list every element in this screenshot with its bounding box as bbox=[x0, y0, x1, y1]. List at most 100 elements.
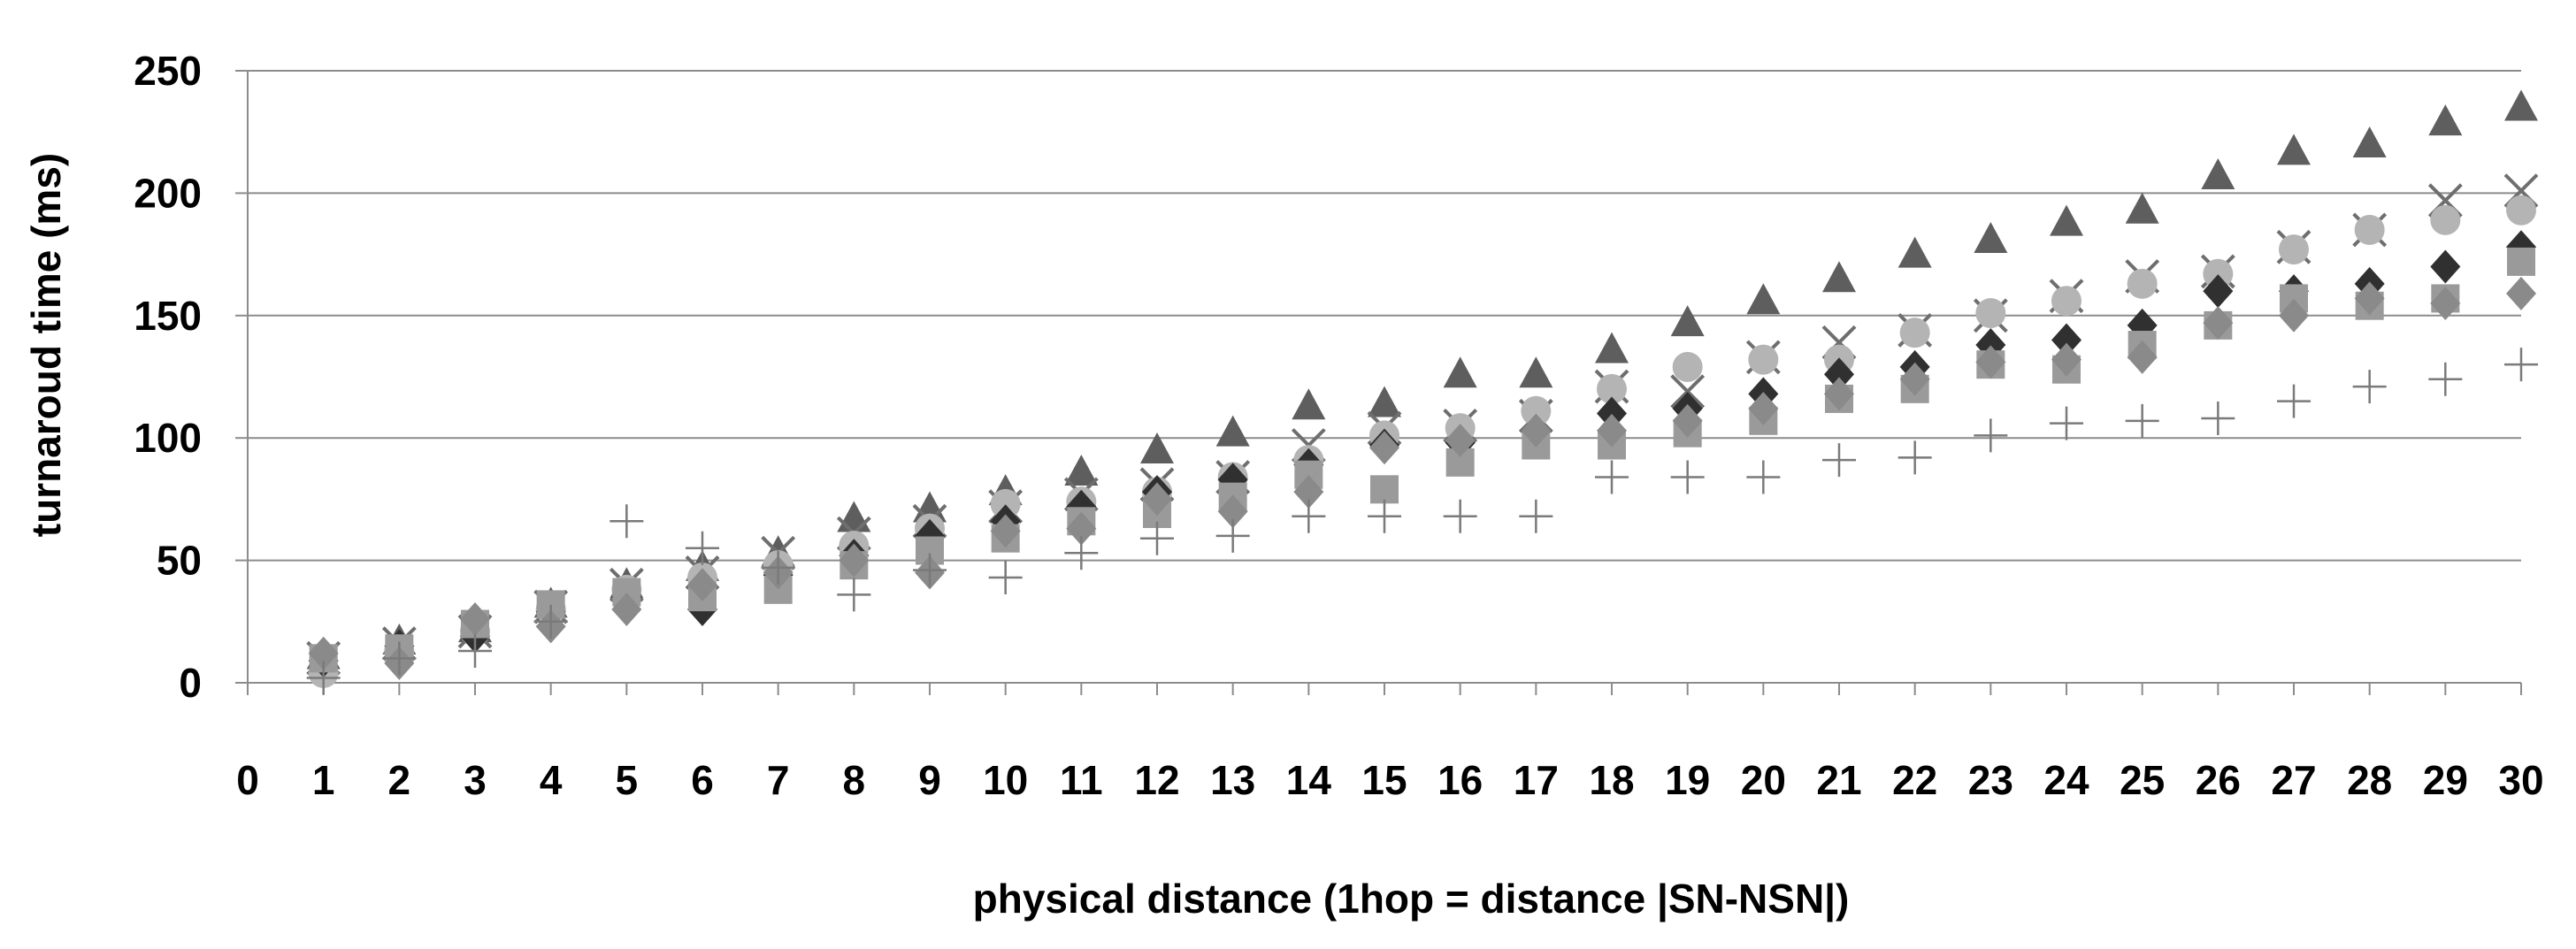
data-point-plus bbox=[1443, 499, 1477, 533]
data-point-diamond bbox=[1369, 431, 1399, 465]
y-tick-label: 0 bbox=[179, 660, 202, 706]
x-tick-label: 18 bbox=[1589, 757, 1634, 803]
data-point-plus bbox=[1140, 521, 1174, 555]
data-point-triangle bbox=[2050, 204, 2083, 236]
data-point-diamond bbox=[308, 636, 339, 670]
data-point-plus bbox=[1974, 418, 2008, 453]
data-series bbox=[306, 89, 2539, 695]
data-point-circle bbox=[2354, 214, 2385, 245]
data-point-plus bbox=[2428, 362, 2463, 396]
data-point-triangle bbox=[2352, 126, 2387, 158]
data-point-triangle bbox=[1670, 305, 1705, 337]
data-point-diamond bbox=[1445, 423, 1476, 457]
data-point-circle bbox=[990, 488, 1021, 519]
data-point-plus bbox=[686, 531, 719, 565]
data-point-triangle bbox=[1519, 356, 1553, 388]
x-tick-label: 11 bbox=[1060, 757, 1103, 803]
y-axis-title: turnaroud time (ms) bbox=[23, 153, 69, 537]
data-point-diamond bbox=[2430, 286, 2461, 320]
series-2 bbox=[306, 173, 2539, 676]
data-point-triangle bbox=[1292, 388, 1326, 420]
data-point-diamond bbox=[2430, 249, 2461, 284]
data-point-diamond bbox=[2506, 276, 2536, 310]
data-point-triangle bbox=[2428, 104, 2463, 136]
data-point-plus bbox=[1292, 499, 1326, 533]
data-point-circle bbox=[1748, 344, 1779, 375]
x-tick-label: 26 bbox=[2196, 757, 2241, 803]
x-tick-label: 19 bbox=[1665, 757, 1710, 803]
data-point-plus bbox=[306, 661, 341, 695]
data-point-circle bbox=[2279, 234, 2309, 265]
x-tick-label: 5 bbox=[616, 757, 639, 803]
data-point-plus bbox=[382, 641, 417, 676]
x-tick-label: 14 bbox=[1286, 757, 1332, 803]
x-tick-label: 13 bbox=[1210, 757, 1255, 803]
data-point-circle bbox=[2127, 268, 2158, 299]
x-tick-label: 25 bbox=[2120, 757, 2165, 803]
data-point-diamond bbox=[1597, 413, 1627, 448]
data-point-plus bbox=[2050, 406, 2083, 440]
series-7 bbox=[306, 348, 2538, 695]
data-point-triangle bbox=[1215, 415, 1250, 447]
data-point-circle bbox=[1975, 298, 2006, 329]
data-point-diamond bbox=[1899, 362, 1930, 396]
data-point-plus bbox=[2125, 403, 2159, 438]
data-point-triangle bbox=[2201, 158, 2235, 190]
data-point-plus bbox=[1746, 460, 1781, 494]
x-tick-label: 1 bbox=[312, 757, 335, 803]
x-tick-label: 10 bbox=[983, 757, 1028, 803]
x-tick-label: 28 bbox=[2347, 757, 2392, 803]
x-tick-label: 6 bbox=[691, 757, 714, 803]
data-point-x bbox=[1670, 374, 1706, 409]
data-point-diamond bbox=[1824, 357, 1854, 392]
x-tick-label: 21 bbox=[1816, 757, 1861, 803]
data-point-plus bbox=[2277, 384, 2311, 418]
data-point-triangle bbox=[837, 501, 871, 532]
series-3 bbox=[308, 195, 2536, 688]
data-point-plus bbox=[988, 560, 1023, 594]
data-point-square bbox=[2507, 247, 2535, 276]
data-point-triangle bbox=[1368, 386, 1401, 417]
data-point-plus bbox=[1519, 499, 1553, 533]
x-tick-label: 2 bbox=[388, 757, 411, 803]
data-point-diamond bbox=[460, 602, 490, 637]
data-point-plus bbox=[837, 578, 871, 612]
x-tick-label: 12 bbox=[1134, 757, 1179, 803]
data-point-plus bbox=[1822, 443, 1856, 478]
x-tick-label: 20 bbox=[1741, 757, 1786, 803]
data-point-triangle bbox=[2504, 89, 2538, 121]
data-point-diamond bbox=[1293, 475, 1324, 509]
data-point-diamond bbox=[611, 592, 642, 626]
y-tick-label: 100 bbox=[134, 415, 202, 461]
y-tick-label: 250 bbox=[134, 48, 202, 94]
x-tick-label: 0 bbox=[236, 757, 259, 803]
x-tick-label: 24 bbox=[2043, 757, 2089, 803]
x-tick-label: 29 bbox=[2423, 757, 2468, 803]
data-point-triangle bbox=[1140, 432, 1174, 464]
x-tick-label: 7 bbox=[767, 757, 790, 803]
data-point-plus bbox=[1064, 536, 1099, 570]
data-point-triangle bbox=[1064, 454, 1099, 486]
data-point-plus bbox=[533, 604, 568, 639]
data-point-diamond bbox=[687, 568, 717, 602]
data-point-plus bbox=[1368, 499, 1401, 533]
data-point-circle bbox=[1899, 318, 1930, 348]
data-point-plus bbox=[458, 634, 492, 669]
data-point-circle bbox=[2506, 195, 2536, 226]
data-point-diamond bbox=[1975, 345, 2006, 379]
series-6 bbox=[308, 276, 2536, 680]
x-tick-label: 9 bbox=[918, 757, 941, 803]
data-point-triangle bbox=[1898, 236, 1932, 268]
x-tick-label: 23 bbox=[1968, 757, 2013, 803]
data-point-plus bbox=[1595, 460, 1629, 494]
x-tick-label: 27 bbox=[2271, 757, 2316, 803]
data-point-diamond bbox=[2051, 342, 2082, 377]
data-point-diamond bbox=[1597, 396, 1627, 431]
data-point-diamond bbox=[2279, 298, 2309, 333]
data-point-plus bbox=[610, 504, 644, 539]
data-point-plus bbox=[761, 550, 795, 585]
data-point-plus bbox=[1670, 460, 1705, 494]
